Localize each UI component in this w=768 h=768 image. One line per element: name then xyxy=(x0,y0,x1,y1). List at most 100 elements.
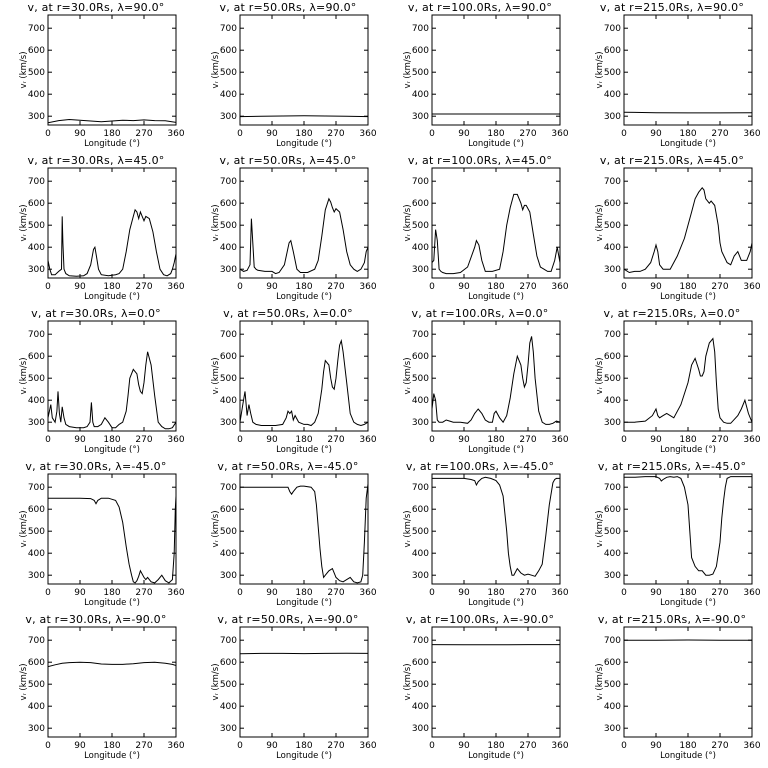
panel-title: v, at r=50.0Rs, λ=45.0° xyxy=(219,154,357,167)
x-tick-label: 90 xyxy=(458,588,470,598)
x-tick-label: 180 xyxy=(295,741,312,751)
velocity-series-line xyxy=(48,208,176,277)
velocity-series-line xyxy=(240,652,368,655)
x-tick-label: 360 xyxy=(359,588,376,598)
x-tick-label: 0 xyxy=(429,741,435,751)
x-axis-label: Longitude (°) xyxy=(276,751,332,761)
y-tick-label: 300 xyxy=(220,265,237,275)
y-tick-label: 700 xyxy=(28,177,45,187)
panel-plot: 0 90 180 270 360 300 400 500 600 700 Longitude (°)… xyxy=(595,14,761,149)
chart-panel: v, at r=50.0Rs, λ=45.0° 0 90 180 270 360 300 40… xyxy=(192,153,384,306)
x-axis-label: Longitude (°) xyxy=(468,445,524,455)
x-tick-label: 270 xyxy=(519,435,536,445)
plot-frame xyxy=(239,167,369,279)
y-tick-label: 500 xyxy=(28,374,45,384)
chart-panel: v, at r=30.0Rs, λ=45.0° 0 90 180 270 360 300 40… xyxy=(0,153,192,306)
y-tick-label: 700 xyxy=(220,483,237,493)
chart-panel: v, at r=30.0Rs, λ=0.0° 0 90 180 270 360 300 400… xyxy=(0,306,192,459)
plot-frame xyxy=(47,473,177,585)
x-tick-label: 270 xyxy=(135,129,152,139)
plot-frame xyxy=(623,320,753,432)
plot-frame xyxy=(239,14,369,126)
y-axis-label: vᵣ (km/s) xyxy=(595,51,605,88)
y-tick-label: 600 xyxy=(604,199,621,209)
x-tick-label: 180 xyxy=(679,129,696,139)
plot-frame xyxy=(47,167,177,279)
y-tick-label: 500 xyxy=(412,374,429,384)
x-tick-label: 360 xyxy=(551,588,568,598)
y-tick-label: 700 xyxy=(28,330,45,340)
x-tick-label: 360 xyxy=(167,282,184,292)
y-tick-label: 400 xyxy=(604,396,621,406)
y-tick-label: 300 xyxy=(28,112,45,122)
panel-plot: 0 90 180 270 360 300 400 500 600 700 Longitude (°)… xyxy=(595,167,761,302)
y-tick-label: 400 xyxy=(412,396,429,406)
x-axis-label: Longitude (°) xyxy=(468,751,524,761)
y-tick-label: 700 xyxy=(28,24,45,34)
y-tick-label: 400 xyxy=(220,243,237,253)
x-tick-label: 270 xyxy=(711,435,728,445)
y-tick-label: 600 xyxy=(220,658,237,668)
panel-title: v, at r=215.0Rs, λ=45.0° xyxy=(599,154,745,167)
panel-plot: 0 90 180 270 360 300 400 500 600 700 Longitude (°)… xyxy=(403,626,569,761)
x-tick-label: 90 xyxy=(74,282,86,292)
y-tick-label: 600 xyxy=(604,352,621,362)
y-axis-label: vᵣ (km/s) xyxy=(211,51,221,88)
x-tick-label: 0 xyxy=(45,129,51,139)
y-tick-label: 500 xyxy=(220,68,237,78)
x-tick-label: 270 xyxy=(519,129,536,139)
panel-plot: 0 90 180 270 360 300 400 500 600 700 Longitude (°)… xyxy=(19,473,185,608)
panel-title: v, at r=215.0Rs, λ=-45.0° xyxy=(597,460,747,473)
x-tick-label: 180 xyxy=(679,588,696,598)
y-tick-label: 500 xyxy=(220,680,237,690)
velocity-series-line xyxy=(48,661,176,668)
y-axis-label: vᵣ (km/s) xyxy=(19,663,29,700)
y-tick-label: 400 xyxy=(28,549,45,559)
y-tick-label: 600 xyxy=(28,352,45,362)
x-tick-label: 0 xyxy=(237,435,243,445)
x-tick-label: 360 xyxy=(551,741,568,751)
y-axis-label: vᵣ (km/s) xyxy=(595,663,605,700)
y-tick-label: 500 xyxy=(28,527,45,537)
y-axis-label: vᵣ (km/s) xyxy=(211,357,221,394)
x-tick-label: 270 xyxy=(711,741,728,751)
x-axis-label: Longitude (°) xyxy=(660,598,716,608)
velocity-series-line xyxy=(624,337,752,424)
x-axis-label: Longitude (°) xyxy=(84,292,140,302)
plot-frame xyxy=(47,14,177,126)
x-tick-label: 0 xyxy=(237,129,243,139)
velocity-series-line xyxy=(240,197,368,275)
y-tick-label: 400 xyxy=(220,90,237,100)
velocity-series-line xyxy=(48,351,176,430)
y-tick-label: 400 xyxy=(604,702,621,712)
plot-frame xyxy=(623,626,753,738)
y-tick-label: 400 xyxy=(604,549,621,559)
x-tick-label: 360 xyxy=(743,588,760,598)
chart-panel: v, at r=100.0Rs, λ=45.0° 0 90 180 270 360 300 4… xyxy=(384,153,576,306)
x-tick-label: 360 xyxy=(359,435,376,445)
y-tick-label: 600 xyxy=(412,658,429,668)
x-axis-label: Longitude (°) xyxy=(276,292,332,302)
x-tick-label: 0 xyxy=(237,741,243,751)
x-tick-label: 270 xyxy=(327,588,344,598)
y-tick-label: 300 xyxy=(28,724,45,734)
chart-panel: v, at r=215.0Rs, λ=0.0° 0 90 180 270 360 300 40… xyxy=(576,306,768,459)
x-tick-label: 270 xyxy=(711,129,728,139)
y-tick-label: 400 xyxy=(604,243,621,253)
y-axis-label: vᵣ (km/s) xyxy=(19,204,29,241)
x-tick-label: 270 xyxy=(327,129,344,139)
panel-title: v, at r=215.0Rs, λ=-90.0° xyxy=(597,613,747,626)
panel-title: v, at r=30.0Rs, λ=45.0° xyxy=(27,154,165,167)
x-tick-label: 90 xyxy=(74,435,86,445)
x-tick-label: 180 xyxy=(103,588,120,598)
y-tick-label: 600 xyxy=(220,46,237,56)
plot-frame xyxy=(623,167,753,279)
y-axis-label: vᵣ (km/s) xyxy=(403,510,413,547)
y-axis-label: vᵣ (km/s) xyxy=(403,357,413,394)
plot-frame xyxy=(623,14,753,126)
chart-panel: v, at r=30.0Rs, λ=-90.0° 0 90 180 270 360 300 4… xyxy=(0,612,192,765)
velocity-series-line xyxy=(432,476,560,577)
x-tick-label: 360 xyxy=(359,282,376,292)
y-axis-label: vᵣ (km/s) xyxy=(595,204,605,241)
x-tick-label: 90 xyxy=(458,129,470,139)
